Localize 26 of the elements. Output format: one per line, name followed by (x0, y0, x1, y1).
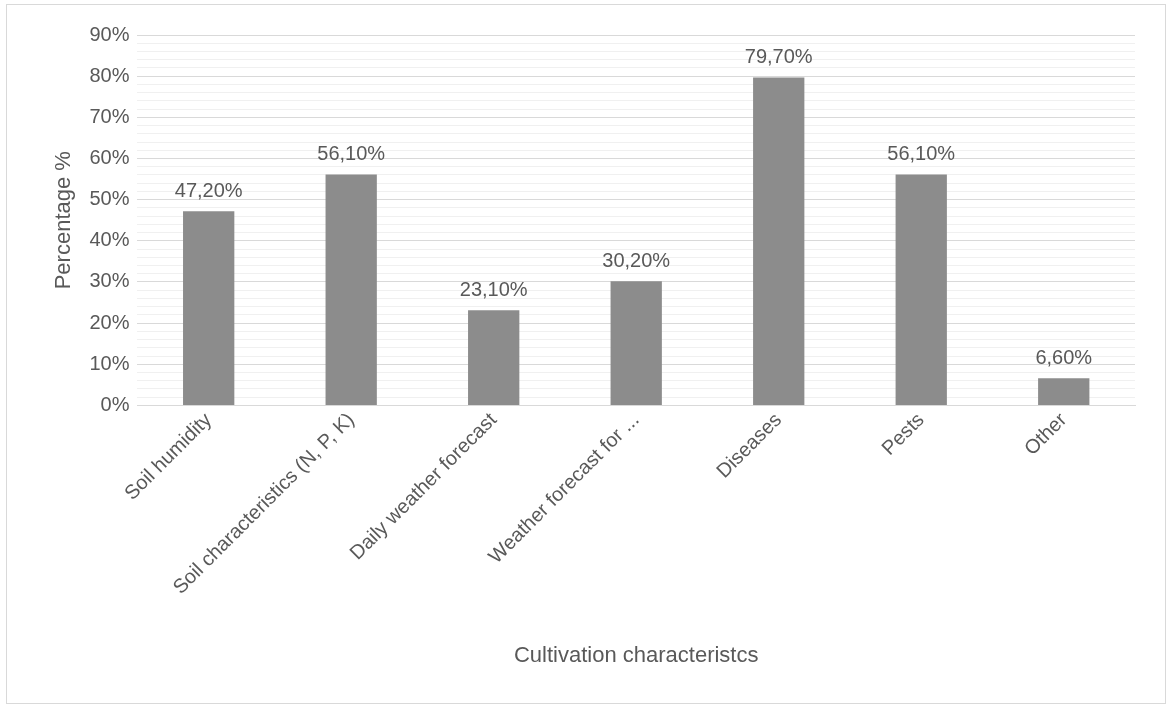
data-label: 47,20% (174, 178, 243, 201)
y-tick-label: 10% (89, 351, 130, 374)
bar (183, 211, 235, 405)
data-label: 6,60% (1035, 345, 1093, 368)
bar (753, 77, 805, 405)
data-label: 23,10% (459, 277, 528, 300)
data-label: 30,20% (602, 248, 671, 271)
bar (610, 281, 662, 405)
bar (325, 174, 377, 405)
y-tick-label: 90% (89, 22, 130, 45)
y-axis-title: Percentage % (50, 151, 76, 290)
bar (1038, 378, 1090, 405)
y-tick-label: 40% (89, 228, 130, 251)
data-label: 79,70% (744, 44, 813, 67)
y-tick-label: 0% (100, 392, 130, 415)
data-label: 56,10% (887, 142, 956, 165)
y-tick-label: 20% (89, 310, 130, 333)
y-tick-label: 30% (89, 269, 130, 292)
y-tick-label: 50% (89, 187, 130, 210)
bar (895, 174, 947, 405)
y-tick-label: 70% (89, 104, 130, 127)
data-label: 56,10% (317, 142, 386, 165)
bar (468, 310, 520, 405)
y-tick-label: 60% (89, 145, 130, 168)
x-axis-title: Cultivation characteristcs (513, 641, 759, 667)
y-tick-label: 80% (89, 63, 130, 86)
